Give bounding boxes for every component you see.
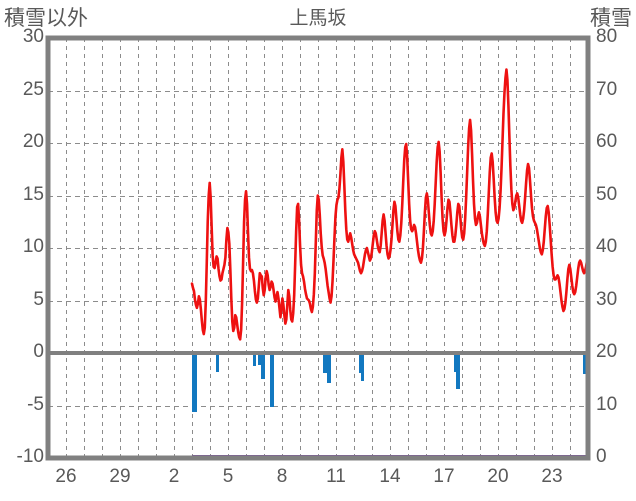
x-axis-tick-label: 26: [55, 466, 77, 487]
left-axis-title: 積雪以外: [4, 7, 88, 30]
y-axis-right-tick-label: 50: [596, 183, 618, 205]
red-line-series: [190, 68, 590, 341]
y-axis-left-tick-label: -5: [27, 393, 44, 415]
y-axis-right-tick-label: 40: [596, 236, 618, 257]
y-axis-left-tick-label: 30: [22, 26, 44, 47]
y-axis-left-tick-label: 10: [22, 236, 44, 257]
axis-frame: [45, 35, 591, 461]
y-axis-right-tick-label: 30: [596, 288, 618, 310]
y-axis-left-tick-label: -10: [16, 446, 44, 467]
y-axis-right-tick-label: 10: [596, 393, 618, 415]
x-axis-tick-label: 11: [326, 466, 346, 487]
y-axis-left-tick-label: 5: [33, 288, 44, 310]
y-axis-right-tick-label: 0: [596, 446, 607, 467]
y-axis-right-tick-label: 80: [596, 26, 618, 47]
x-axis-tick-label: 29: [109, 466, 131, 487]
x-axis-tick-label: 2: [168, 466, 180, 487]
x-axis-tick-label: 23: [541, 466, 563, 487]
y-axis-right-tick-label: 70: [596, 78, 618, 100]
y-axis-right-tick-label: 20: [596, 341, 618, 362]
x-axis-tick-label: 5: [222, 466, 234, 487]
x-axis-tick-label: 8: [276, 466, 288, 487]
right-axis-title: 積雪: [590, 7, 632, 30]
chart-title: 上馬坂: [289, 8, 347, 29]
y-axis-left-tick-label: 0: [33, 341, 44, 362]
x-axis-tick-label: 17: [433, 466, 455, 487]
x-axis-tick-label: 14: [379, 466, 401, 487]
y-axis-left-tick-label: 15: [22, 183, 44, 205]
y-axis-right-tick-label: 60: [596, 131, 618, 152]
y-axis-left-tick-label: 20: [22, 131, 44, 152]
y-axis-left-tick-label: 25: [22, 78, 44, 100]
x-axis-tick-label: 20: [487, 466, 509, 487]
